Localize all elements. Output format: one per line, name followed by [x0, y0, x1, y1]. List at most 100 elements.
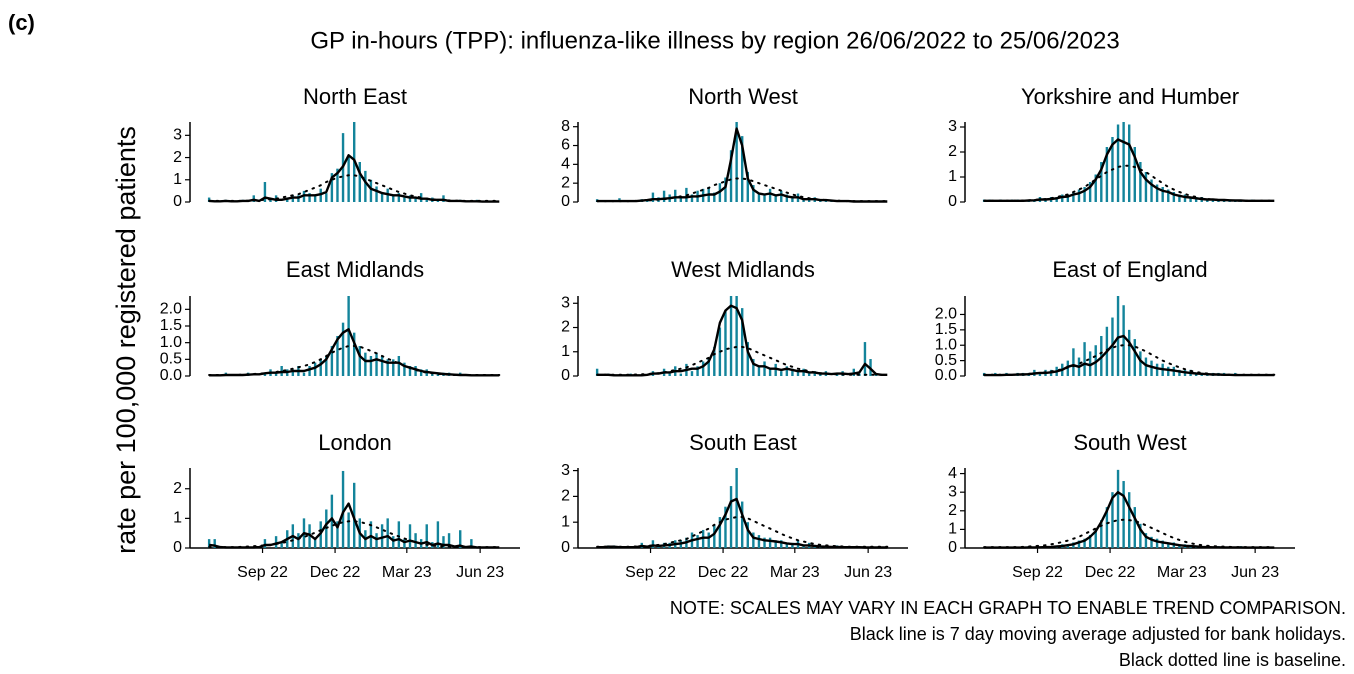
bar	[1167, 366, 1170, 376]
bar	[1206, 199, 1209, 202]
moving-average-line	[597, 497, 888, 549]
bar	[358, 346, 361, 376]
y-tick-label: 1.0	[160, 334, 182, 351]
bar	[724, 506, 727, 548]
bar	[1088, 534, 1092, 548]
bar	[735, 296, 738, 376]
bar	[774, 363, 777, 376]
bar	[1072, 192, 1075, 202]
bar	[791, 368, 794, 376]
bar	[447, 533, 451, 548]
bar	[1072, 348, 1075, 376]
bar	[1150, 536, 1153, 548]
bar	[780, 371, 783, 376]
bar	[690, 371, 694, 376]
bar	[724, 310, 727, 376]
bar	[369, 179, 373, 202]
bar	[347, 157, 350, 202]
bar	[1066, 194, 1070, 202]
y-tick-label: 3	[948, 483, 957, 500]
bar	[741, 136, 744, 202]
bar	[207, 197, 211, 202]
bar	[1116, 296, 1120, 376]
bar	[863, 342, 867, 376]
moving-average-line	[984, 491, 1275, 549]
bar	[470, 539, 473, 548]
x-tick-label: Jun 23	[456, 564, 504, 581]
bar	[713, 346, 716, 376]
bar	[1172, 192, 1176, 202]
bar	[768, 188, 772, 202]
bar	[679, 196, 683, 202]
bar	[796, 371, 800, 376]
y-tick-label: 0.5	[935, 352, 957, 369]
bar	[386, 359, 389, 376]
bar	[746, 171, 749, 202]
y-tick-label: 0.0	[160, 367, 182, 384]
bar	[392, 195, 395, 202]
y-tick-label: 1	[948, 521, 957, 538]
bar	[1144, 357, 1148, 376]
bar	[735, 122, 738, 202]
bar	[1111, 492, 1114, 548]
bar	[802, 545, 805, 548]
bar	[1133, 507, 1136, 548]
bar	[380, 524, 384, 548]
panel-title: Yorkshire and Humber	[1021, 84, 1239, 109]
bar	[741, 308, 744, 376]
bar	[668, 373, 671, 376]
bar	[302, 372, 306, 376]
y-tick-label: 3	[948, 118, 957, 135]
bar	[1122, 122, 1125, 202]
bar	[325, 193, 328, 202]
bar	[330, 173, 334, 202]
bar	[696, 366, 699, 376]
bar	[741, 501, 744, 548]
bar	[280, 542, 283, 548]
y-tick-label: 2	[561, 319, 570, 336]
baseline-line	[596, 516, 889, 548]
panel-title: South West	[1073, 430, 1186, 455]
bar	[679, 373, 683, 376]
bar	[1044, 199, 1047, 202]
bar	[1139, 523, 1142, 548]
bar	[763, 361, 766, 376]
y-tick-label: 3	[173, 127, 182, 144]
bar	[768, 368, 772, 376]
bar	[662, 190, 666, 202]
moving-average-line	[597, 304, 888, 377]
baseline-line	[208, 174, 501, 202]
y-tick-label: 1.0	[935, 336, 957, 353]
bar	[347, 296, 350, 376]
bar	[595, 368, 599, 376]
bar	[752, 532, 755, 548]
bar	[213, 539, 216, 548]
bar	[386, 518, 389, 548]
panel-title: East Midlands	[286, 257, 424, 282]
panel-title: West Midlands	[671, 257, 815, 282]
baseline-line	[983, 518, 1276, 549]
bar	[364, 352, 367, 376]
y-tick-label: 8	[561, 118, 570, 135]
bar	[1133, 147, 1136, 202]
bar	[674, 189, 677, 202]
bar	[807, 373, 811, 376]
bar	[403, 362, 406, 376]
y-tick-label: 0	[561, 539, 570, 556]
bar	[341, 322, 345, 376]
bar	[397, 356, 401, 376]
y-tick-label: 0	[948, 193, 957, 210]
note: NOTE: SCALES MAY VARY IN EACH GRAPH TO E…	[670, 598, 1346, 618]
y-tick-label: 1	[561, 513, 570, 530]
bar	[369, 356, 373, 376]
y-tick-label: 0	[173, 193, 182, 210]
bar	[1155, 538, 1159, 548]
y-tick-label: 0.5	[160, 351, 182, 368]
bar	[729, 486, 733, 548]
bar	[729, 150, 733, 202]
bar	[1150, 179, 1153, 202]
bar	[763, 537, 766, 548]
bar	[729, 296, 733, 376]
bar	[207, 539, 211, 548]
